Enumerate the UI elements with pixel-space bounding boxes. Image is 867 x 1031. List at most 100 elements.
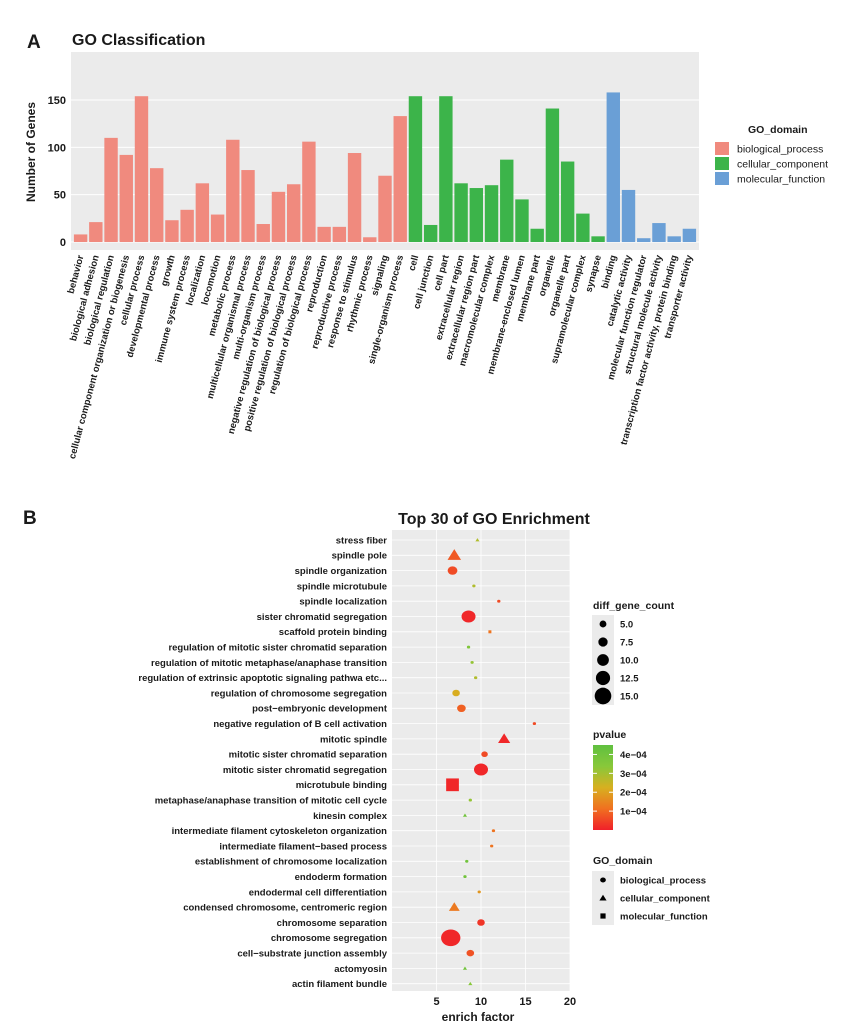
chart-b-color-legend: pvalue 1e−04 2e−04 3e−04 4e−04: [593, 729, 647, 830]
y-tick-0: 0: [60, 237, 66, 249]
bar-structural-molecule-activity: [652, 223, 666, 242]
term-label-condensed-chromosome-centromeric-region: condensed chromosome, centromeric region: [183, 903, 387, 914]
point-intermediate-filament-cytoskeleton-organization: [491, 829, 496, 833]
chart-a-bars: [73, 92, 697, 243]
bar-regulation-of-biological-process: [302, 141, 316, 242]
term-label-mitotic-sister-chromatid-separation: mitotic sister chromatid separation: [229, 750, 388, 761]
chart-b-gridlines: [392, 530, 571, 991]
y-tick-100: 100: [48, 142, 66, 154]
x-label-cell: cell: [407, 254, 422, 272]
point-regulation-of-extrinsic-apoptotic-signaling-pathwa-etc: [474, 676, 478, 680]
point-condensed-chromosome-centromeric-region: [448, 902, 460, 911]
term-label-spindle-pole: spindle pole: [332, 551, 387, 562]
size-legend-label-4: 15.0: [620, 692, 639, 703]
term-label-cell-substrate-junction-assembly: cell−substrate junction assembly: [237, 949, 387, 960]
point-microtubule-binding: [446, 778, 459, 792]
point-metaphase-anaphase-transition-of-mitotic-cell-cycle: [468, 798, 472, 802]
point-regulation-of-chromosome-segregation: [452, 689, 460, 697]
legend-swatch-biological-process: [715, 142, 729, 155]
bar-reproduction: [317, 226, 331, 242]
bar-biological-regulation: [104, 137, 118, 242]
bar-synapse: [591, 236, 605, 242]
chart-b-x-axis-title: enrich factor: [442, 1010, 515, 1024]
bar-metabolic-process: [226, 139, 240, 242]
point-mitotic-spindle: [498, 733, 511, 744]
point-spindle-microtubule: [472, 584, 476, 588]
bar-single-organism-process: [393, 116, 407, 242]
point-chromosome-segregation: [441, 929, 461, 947]
chart-a-y-axis-title: Number of Genes: [24, 102, 38, 202]
bar-macromolecular-complex: [484, 185, 499, 242]
bar-growth: [165, 220, 179, 242]
color-legend-label-3: 4e−04: [620, 750, 647, 761]
panel-b-letter: B: [23, 508, 37, 529]
term-label-spindle-localization: spindle localization: [299, 597, 387, 608]
size-legend-dot-2: [597, 654, 609, 666]
point-actin-filament-bundle: [468, 981, 473, 986]
point-endoderm-formation: [463, 875, 467, 879]
bar-extracellular-region-part: [469, 188, 484, 242]
bar-membrane-enclosed-lumen: [515, 199, 529, 242]
chart-b-x-ticks: 5 10 15 20: [433, 996, 576, 1008]
point-scaffold-protein-binding: [488, 630, 492, 634]
bar-cell-junction: [423, 224, 438, 242]
size-legend-dot-3: [595, 670, 611, 686]
chart-a-y-ticks: 0 50 100 150: [48, 95, 66, 249]
bar-immune-system-process: [180, 209, 194, 242]
term-label-spindle-microtubule: spindle microtubule: [297, 581, 387, 592]
size-legend-label-0: 5.0: [620, 620, 633, 631]
term-label-chromosome-segregation: chromosome segregation: [271, 933, 387, 944]
chart-b-term-labels: stress fiber spindle pole spindle organiza…: [138, 535, 387, 990]
point-intermediate-filament-based-process: [490, 844, 494, 848]
size-legend-dot-4: [594, 687, 612, 705]
chart-b-points: [441, 538, 537, 986]
size-legend-label-1: 7.5: [620, 638, 634, 649]
legend-swatch-cellular-component: [715, 157, 729, 170]
term-label-regulation-of-mitotic-sister-chromatid-separation: regulation of mitotic sister chromatid s…: [168, 643, 387, 654]
panel-a: A GO Classification 0 50 100 150 behaviorbi…: [24, 32, 828, 460]
term-label-microtubule-binding: microtubule binding: [296, 780, 387, 791]
bar-cellular-process: [134, 96, 149, 242]
panel-a-letter: A: [27, 32, 41, 53]
term-label-post-embryonic-development: post−embryonic development: [252, 704, 388, 715]
bar-behavior: [73, 234, 88, 242]
bar-multicellular-organismal-process: [241, 170, 255, 242]
x-tick-15: 15: [519, 996, 531, 1008]
bar-locomotion: [210, 214, 225, 242]
point-spindle-organization: [447, 566, 458, 575]
bar-organelle-part: [560, 161, 575, 242]
chart-b-shape-legend: GO_domain biological_process cellular_com…: [592, 855, 711, 925]
bar-reproductive-process: [332, 226, 347, 242]
term-label-regulation-of-extrinsic-apoptotic-signaling-pathwa-etc: regulation of extrinsic apoptotic signal…: [138, 673, 387, 684]
bar-rhythmic-process: [363, 237, 377, 242]
legend-label-biological-process: biological_process: [737, 144, 823, 156]
term-label-regulation-of-mitotic-metaphase-anaphase-transition: regulation of mitotic metaphase/anaphase…: [151, 658, 387, 669]
bar-membrane: [500, 159, 514, 242]
point-endodermal-cell-differentiation: [477, 890, 481, 894]
point-post-embryonic-development: [457, 704, 466, 713]
term-label-mitotic-sister-chromatid-segregation: mitotic sister chromatid segregation: [223, 765, 387, 776]
shape-legend-label-cellular-component: cellular_component: [620, 894, 711, 905]
point-chromosome-separation: [477, 919, 485, 926]
term-label-chromosome-separation: chromosome separation: [277, 918, 388, 929]
term-label-intermediate-filament-based-process: intermediate filament−based process: [219, 841, 387, 852]
term-label-spindle-organization: spindle organization: [295, 566, 388, 577]
x-tick-20: 20: [564, 996, 576, 1008]
bar-binding: [606, 92, 620, 242]
term-label-actin-filament-bundle: actin filament bundle: [292, 979, 387, 990]
bar-cellular-component-organization-or-biogenesis: [119, 154, 133, 242]
term-label-endoderm-formation: endoderm formation: [295, 872, 388, 883]
term-label-negative-regulation-of-b-cell-activation: negative regulation of B cell activation: [213, 719, 387, 730]
point-regulation-of-mitotic-metaphase-anaphase-transition: [470, 660, 474, 664]
term-label-mitotic-spindle: mitotic spindle: [320, 734, 387, 745]
shape-legend-key-molecular-function: [600, 913, 606, 919]
y-tick-50: 50: [54, 190, 66, 202]
bar-cell: [408, 96, 423, 242]
chart-b-title: Top 30 of GO Enrichment: [398, 511, 590, 528]
term-label-actomyosin: actomyosin: [334, 964, 387, 975]
size-legend-title: diff_gene_count: [593, 600, 675, 612]
shape-legend-key-biological-process: [600, 877, 606, 883]
chart-a-title: GO Classification: [72, 32, 205, 49]
term-label-metaphase-anaphase-transition-of-mitotic-cell-cycle: metaphase/anaphase transition of mitotic…: [155, 796, 387, 807]
